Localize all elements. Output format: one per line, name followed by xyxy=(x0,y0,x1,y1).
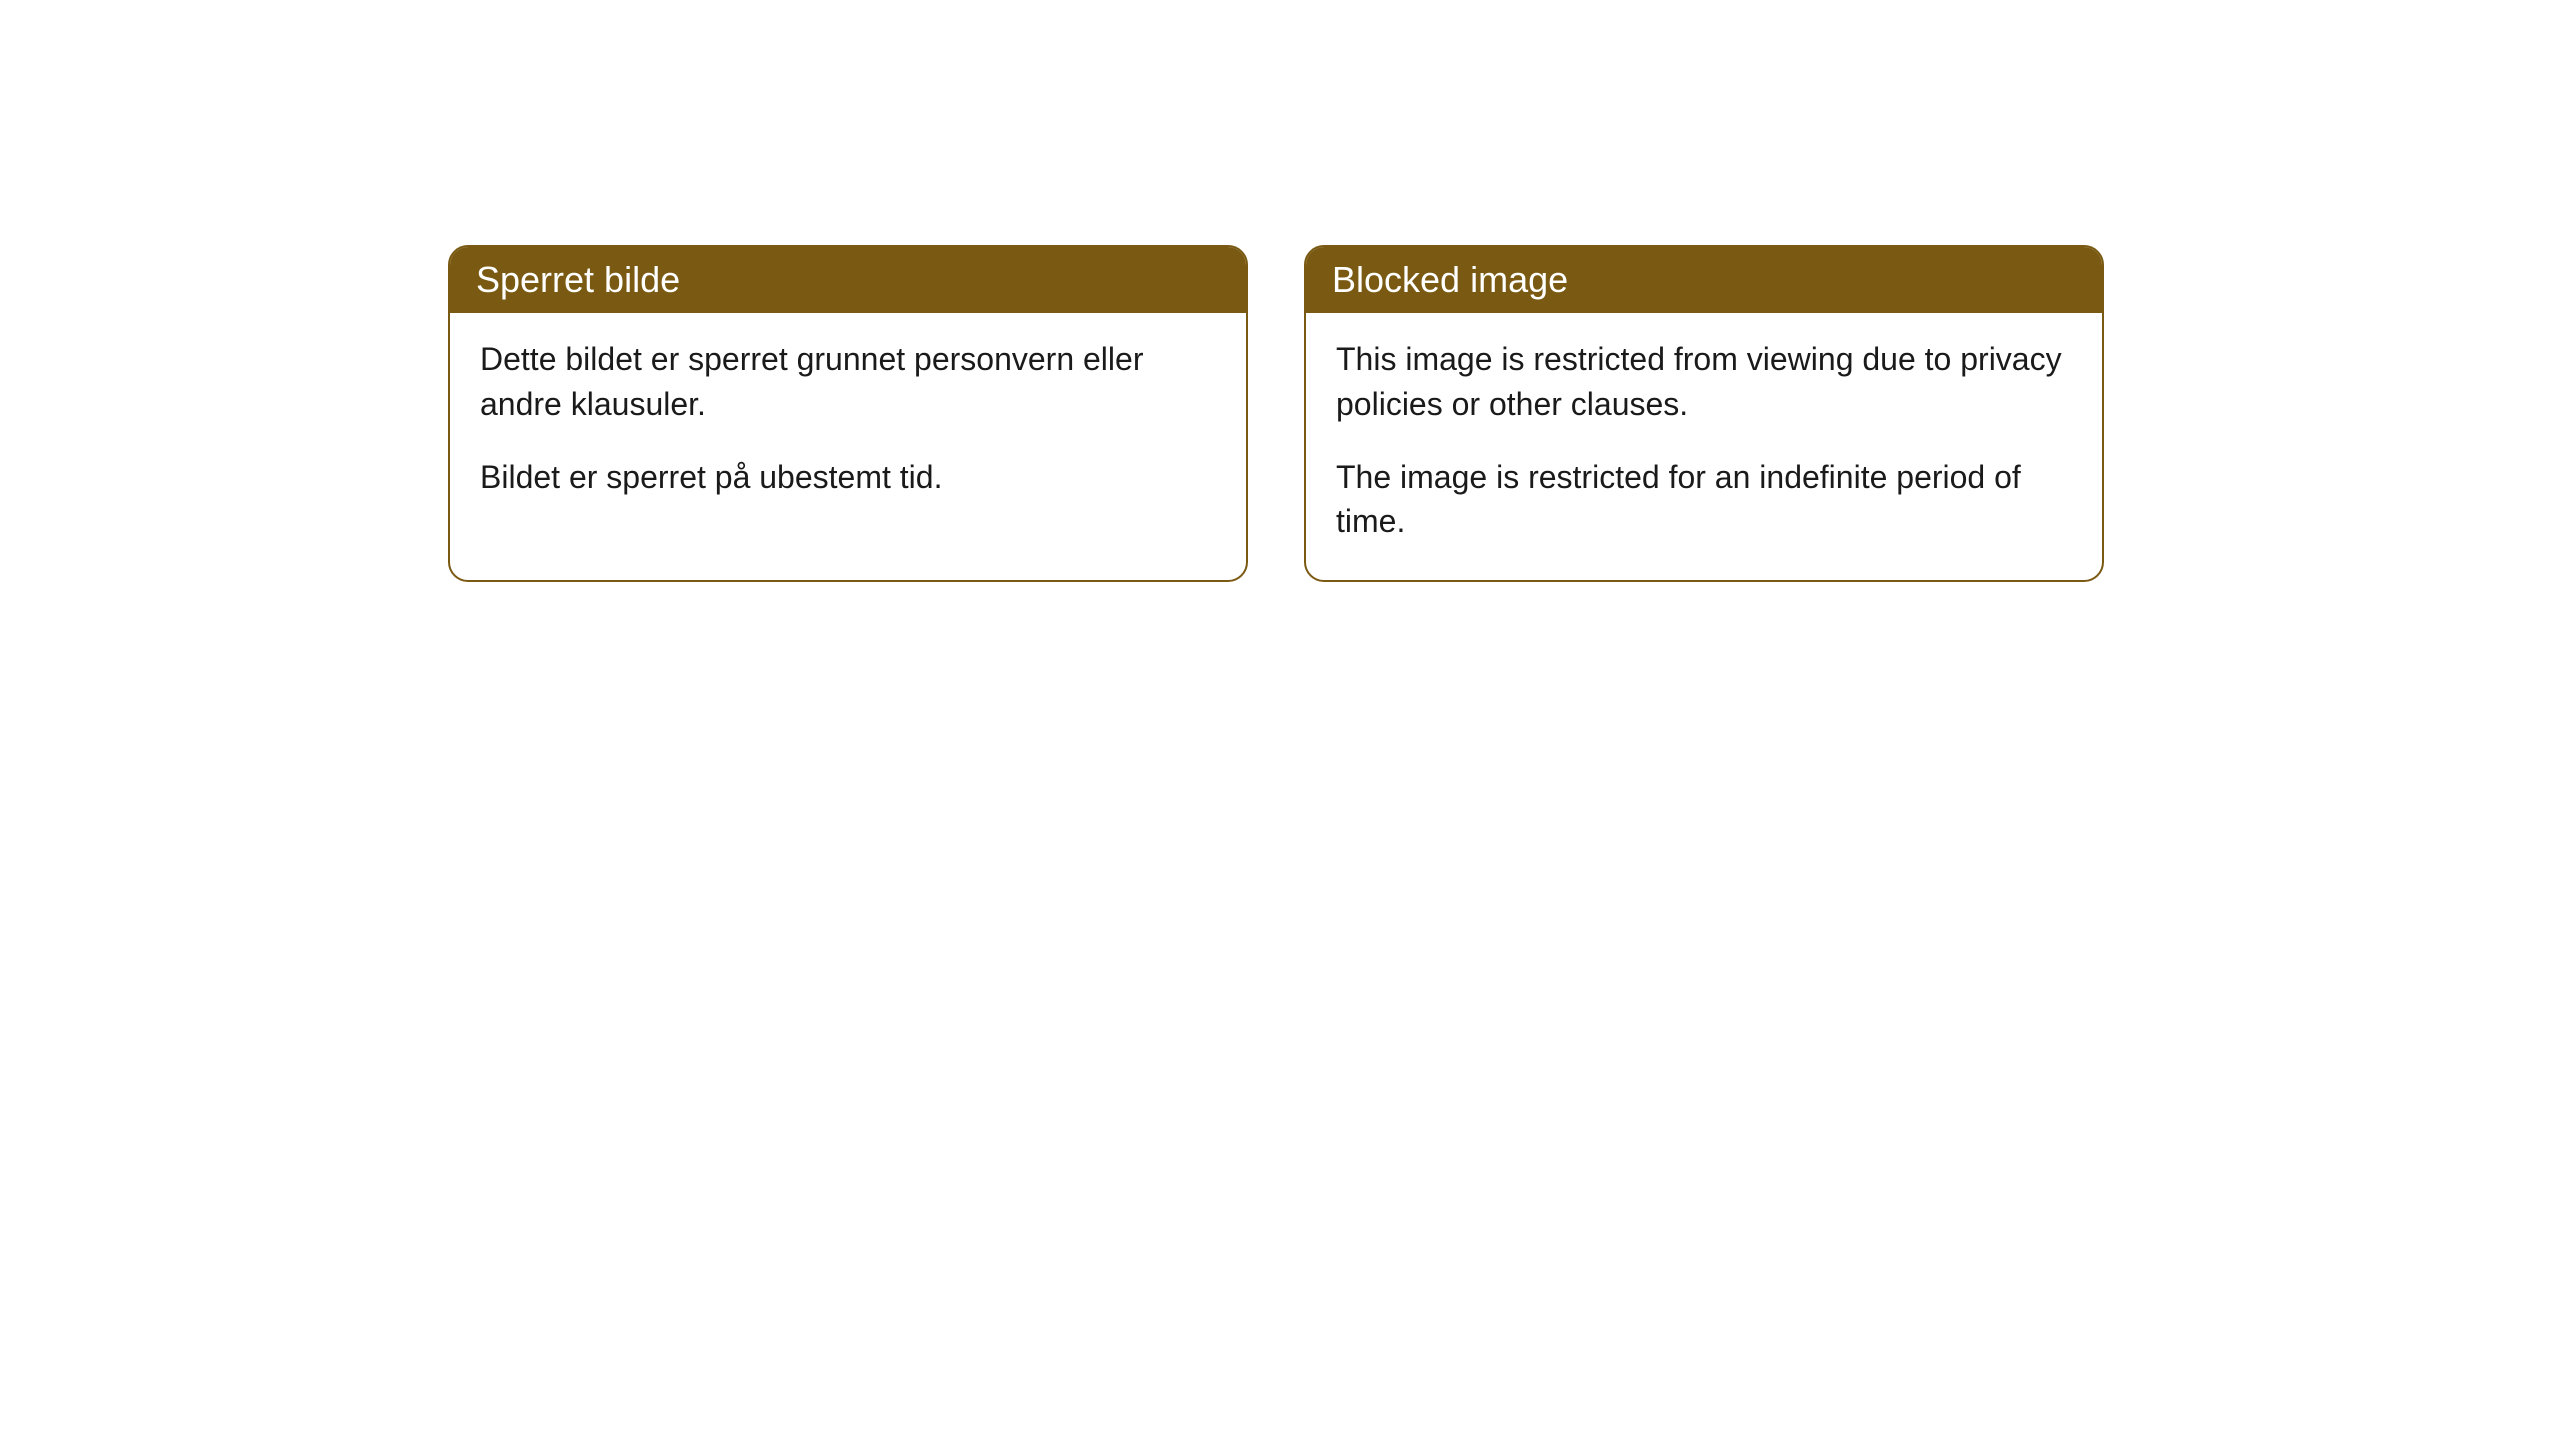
card-header-norwegian: Sperret bilde xyxy=(450,247,1246,313)
notice-card-norwegian: Sperret bilde Dette bildet er sperret gr… xyxy=(448,245,1248,582)
notice-paragraph: Dette bildet er sperret grunnet personve… xyxy=(480,337,1216,427)
notice-paragraph: This image is restricted from viewing du… xyxy=(1336,337,2072,427)
notice-card-english: Blocked image This image is restricted f… xyxy=(1304,245,2104,582)
notice-container: Sperret bilde Dette bildet er sperret gr… xyxy=(448,245,2560,582)
notice-paragraph: The image is restricted for an indefinit… xyxy=(1336,455,2072,545)
card-header-english: Blocked image xyxy=(1306,247,2102,313)
card-body-norwegian: Dette bildet er sperret grunnet personve… xyxy=(450,313,1246,535)
card-body-english: This image is restricted from viewing du… xyxy=(1306,313,2102,580)
notice-paragraph: Bildet er sperret på ubestemt tid. xyxy=(480,455,1216,500)
